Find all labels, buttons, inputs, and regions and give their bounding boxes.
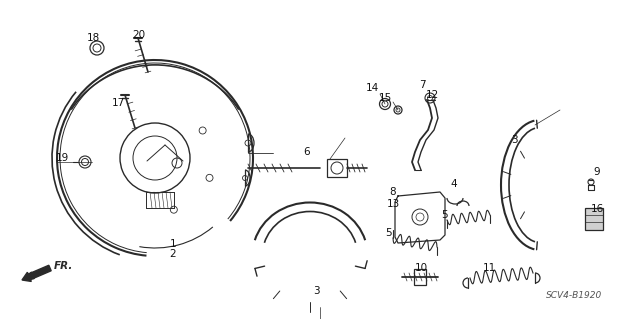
Text: 1: 1 xyxy=(170,239,176,249)
Text: 13: 13 xyxy=(387,199,399,209)
Text: 6: 6 xyxy=(304,147,310,157)
Text: 20: 20 xyxy=(132,30,145,40)
Text: SCV4-B1920: SCV4-B1920 xyxy=(546,291,602,300)
Bar xyxy=(414,269,426,285)
Text: 15: 15 xyxy=(378,93,392,103)
Text: 8: 8 xyxy=(390,187,396,197)
FancyArrow shape xyxy=(22,265,51,281)
Bar xyxy=(327,159,347,177)
Text: 9: 9 xyxy=(594,167,600,177)
Text: 3: 3 xyxy=(313,286,319,296)
Text: 16: 16 xyxy=(590,204,604,214)
Text: 5: 5 xyxy=(441,210,447,220)
Text: 17: 17 xyxy=(111,98,125,108)
Text: 18: 18 xyxy=(86,33,100,43)
Text: 11: 11 xyxy=(483,263,495,273)
Text: 5: 5 xyxy=(386,228,392,238)
Text: 2: 2 xyxy=(170,249,176,259)
Text: 12: 12 xyxy=(426,90,438,100)
Text: 10: 10 xyxy=(415,263,428,273)
Text: 4: 4 xyxy=(451,179,458,189)
Text: FR.: FR. xyxy=(54,261,74,271)
Bar xyxy=(585,208,603,230)
Text: 14: 14 xyxy=(365,83,379,93)
Text: 7: 7 xyxy=(419,80,426,90)
Text: 3: 3 xyxy=(511,135,517,145)
Text: 19: 19 xyxy=(56,153,68,163)
